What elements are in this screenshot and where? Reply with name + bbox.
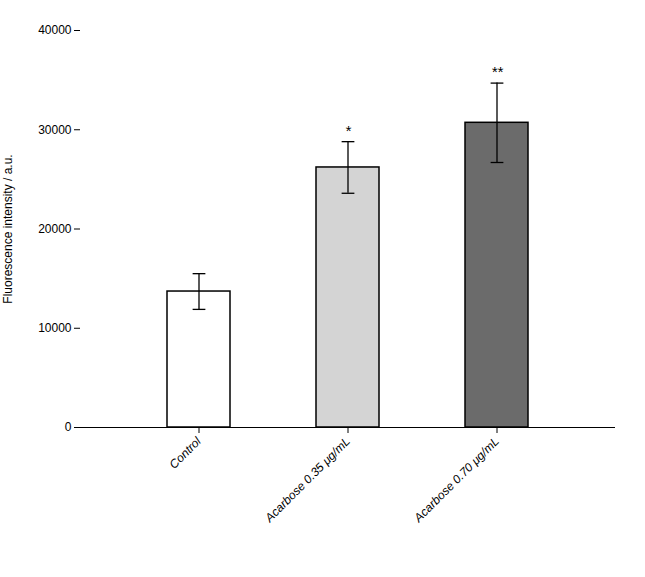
svg-text:40000: 40000	[38, 23, 72, 37]
svg-text:Control: Control	[167, 434, 204, 471]
svg-text:0: 0	[65, 420, 72, 434]
svg-text:30000: 30000	[38, 123, 72, 137]
svg-text:*: *	[345, 122, 352, 139]
svg-text:20000: 20000	[38, 222, 72, 236]
svg-text:10000: 10000	[38, 321, 72, 335]
svg-text:Acarbose 0.70 μg/mL: Acarbose 0.70 μg/mL	[411, 434, 502, 525]
svg-text:Acarbose 0.35 μg/mL: Acarbose 0.35 μg/mL	[262, 434, 353, 525]
svg-text:Fluorescence intensity / a.u.: Fluorescence intensity / a.u.	[1, 154, 15, 303]
svg-text:**: **	[491, 63, 504, 80]
